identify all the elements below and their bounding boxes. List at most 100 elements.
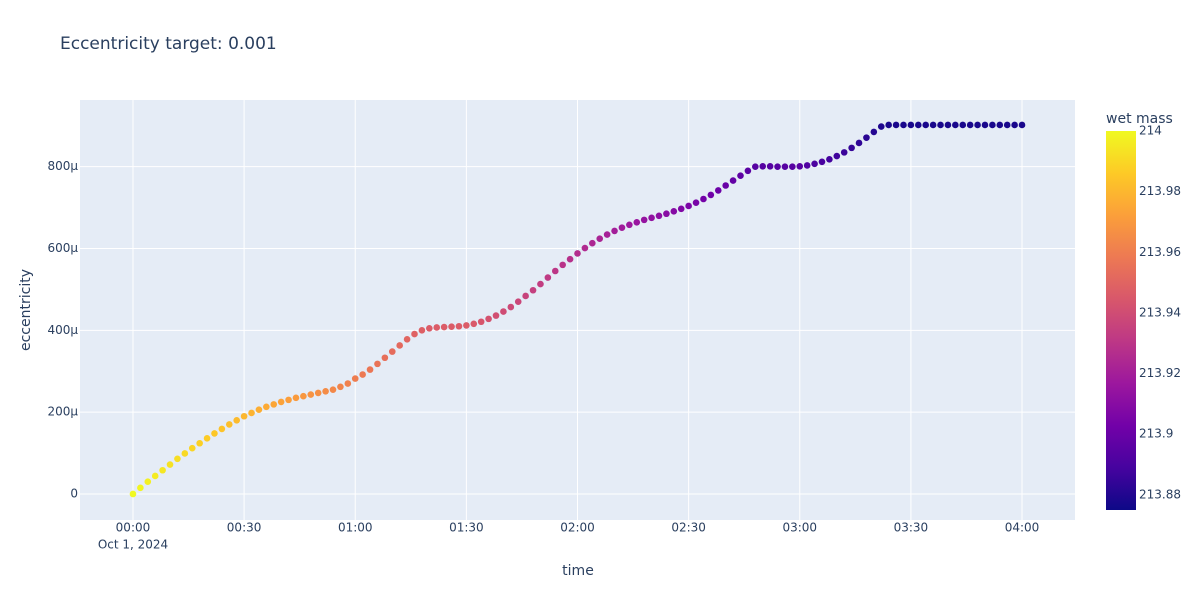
marker [596,235,604,242]
marker [759,162,767,170]
marker [959,121,967,129]
marker [263,403,270,411]
marker [203,435,211,442]
x-axis-title: time [562,563,594,579]
marker [337,383,344,391]
marker [314,389,322,397]
marker [707,191,715,199]
marker [796,162,804,170]
marker [655,212,663,220]
colorbar-tick-label: 213.92 [1139,366,1181,380]
marker [181,450,189,457]
colorbar-tick-label: 213.96 [1139,245,1181,259]
marker [900,121,907,129]
marker [440,323,448,331]
marker [603,231,611,238]
marker [833,152,841,160]
marker [537,280,544,288]
marker [211,430,218,437]
marker [855,139,863,147]
marker [292,394,300,402]
marker [188,444,196,452]
marker [915,121,922,129]
marker [270,401,278,408]
marker [670,207,678,215]
marker [529,286,537,294]
marker [981,121,989,129]
marker [892,121,900,129]
marker [329,386,337,393]
marker [507,303,515,311]
y-tick-label: 600µ [47,241,78,255]
marker [996,121,1004,129]
marker [581,244,589,252]
marker [396,342,403,349]
marker [907,121,915,129]
x-tick-label: 02:30 [671,521,706,535]
marker [877,123,885,130]
marker [589,239,596,247]
x-tick-label: 03:30 [894,521,929,535]
marker [544,274,552,281]
marker [426,324,433,332]
chart-title: Eccentricity target: 0.001 [60,34,277,54]
marker [322,387,329,395]
x-tick-label: 00:00 [116,521,151,535]
marker [966,121,974,129]
marker [500,308,507,315]
markers [129,121,1026,498]
marker [574,250,581,257]
x-tick-label: 03:00 [782,521,817,535]
marker [463,322,470,329]
marker [159,466,166,474]
marker [566,255,574,263]
marker [937,121,944,129]
marker [752,163,759,170]
marker [277,398,285,406]
marker [151,472,159,480]
marker [411,330,418,338]
marker [789,163,796,170]
marker [744,167,752,175]
y-tick-label: 400µ [47,323,78,337]
y-axis-title: eccentricity [18,269,34,351]
marker [351,375,359,382]
marker [166,461,174,468]
marker [803,162,811,169]
marker [137,484,144,492]
y-tick-label: 200µ [47,405,78,419]
grid-group [80,100,1075,520]
marker [781,163,789,170]
colorbar-tick-label: 213.94 [1139,305,1181,319]
x-date-label: Oct 1, 2024 [98,538,168,552]
marker [663,210,670,218]
marker [974,121,981,129]
x-tick-label: 04:00 [1005,521,1040,535]
marker [144,478,152,486]
marker [870,128,878,136]
x-tick-label: 01:30 [449,521,484,535]
marker [677,205,685,213]
marker [470,320,478,328]
marker [1011,121,1018,129]
marker [359,371,366,378]
marker [648,214,655,222]
marker [685,202,692,210]
marker [433,324,441,331]
marker [944,121,952,129]
marker [374,360,381,368]
marker [129,490,137,498]
x-tick-label: 00:30 [227,521,262,535]
marker [618,224,626,231]
marker [388,348,396,355]
marker [174,455,181,463]
marker [240,412,248,420]
marker [381,354,389,362]
marker [929,121,937,129]
marker [611,227,618,235]
marker [700,195,707,203]
marker [626,221,633,229]
marker [455,322,463,330]
marker [640,216,648,224]
marker [514,298,522,305]
